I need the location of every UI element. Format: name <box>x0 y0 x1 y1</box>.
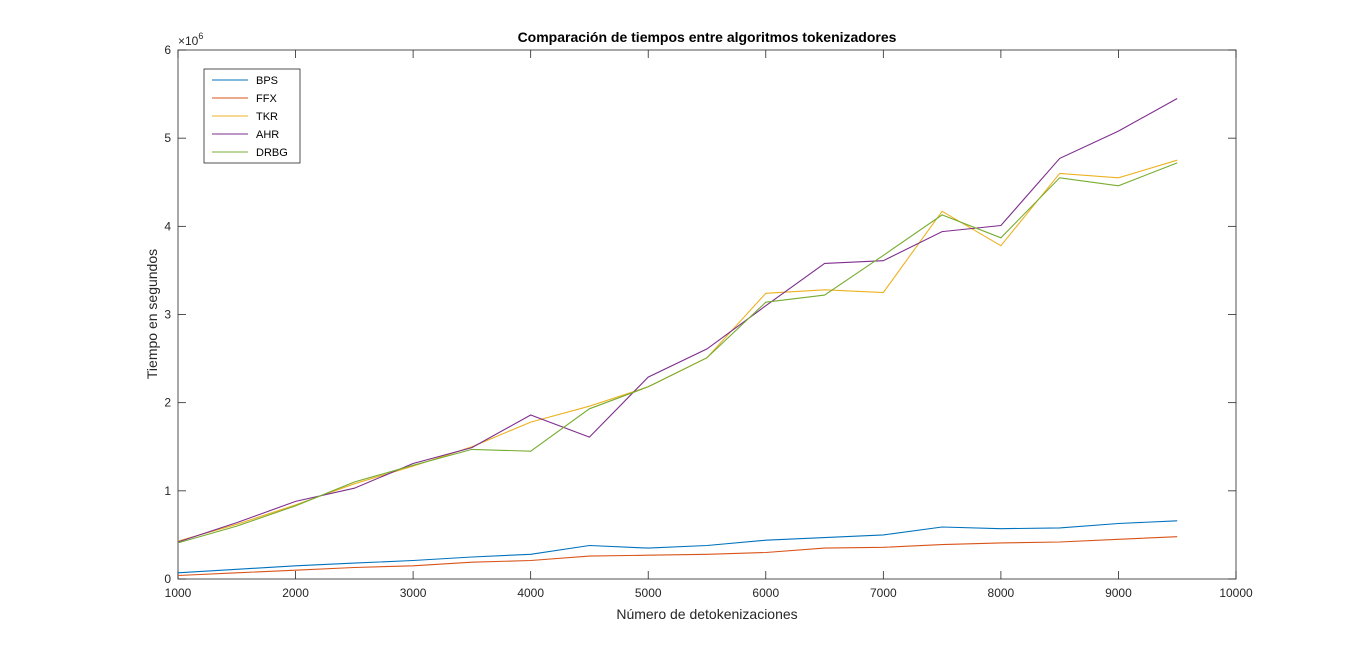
x-tick-label: 5000 <box>635 586 662 600</box>
x-tick-label: 9000 <box>1105 586 1132 600</box>
plot-frame <box>177 49 1237 580</box>
y-tick-label: 2 <box>164 396 171 410</box>
y-tick-label: 3 <box>164 308 171 322</box>
x-tick-label: 1000 <box>165 586 192 600</box>
legend-label-ahr: AHR <box>256 129 279 141</box>
legend-label-drbg: DRBG <box>256 147 288 159</box>
chart-title: Comparación de tiempos entre algoritmos … <box>518 29 897 45</box>
y-multiplier-exponent: 6 <box>198 31 203 41</box>
y-tick-label: 5 <box>164 131 171 145</box>
y-axis-label: Tiempo en segundos <box>144 249 160 379</box>
series-lines <box>177 98 1178 577</box>
plot-area <box>177 49 1237 580</box>
y-tick-label: 4 <box>164 219 171 233</box>
legend-label-ffx: FFX <box>256 93 277 105</box>
y-multiplier-base: ×10 <box>178 34 199 48</box>
legend-label-tkr: TKR <box>256 111 278 123</box>
x-tick-label: 2000 <box>282 586 309 600</box>
series-line-ahr <box>177 98 1178 543</box>
x-tick-label: 10000 <box>1219 586 1253 600</box>
series-line-ffx <box>177 536 1178 577</box>
x-axis-label: Número de detokenizaciones <box>616 606 797 622</box>
legend-label-bps: BPS <box>256 75 278 87</box>
y-tick-label: 0 <box>164 572 171 586</box>
y-tick-label: 1 <box>164 484 171 498</box>
x-tick-label: 6000 <box>752 586 779 600</box>
y-tick-label: 6 <box>164 43 171 57</box>
x-tick-label: 8000 <box>988 586 1015 600</box>
x-tick-label: 4000 <box>517 586 544 600</box>
legend: BPS FFX TKR AHR DRBG <box>203 68 301 164</box>
x-tick-label: 7000 <box>870 586 897 600</box>
series-line-drbg <box>177 162 1178 544</box>
x-tick-label: 3000 <box>400 586 427 600</box>
series-line-bps <box>177 520 1178 574</box>
y-axis-multiplier: ×106 <box>178 31 203 48</box>
axis-ticks: 1000 2000 3000 4000 5000 6000 7000 8000 9000 1000… <box>164 43 1253 600</box>
